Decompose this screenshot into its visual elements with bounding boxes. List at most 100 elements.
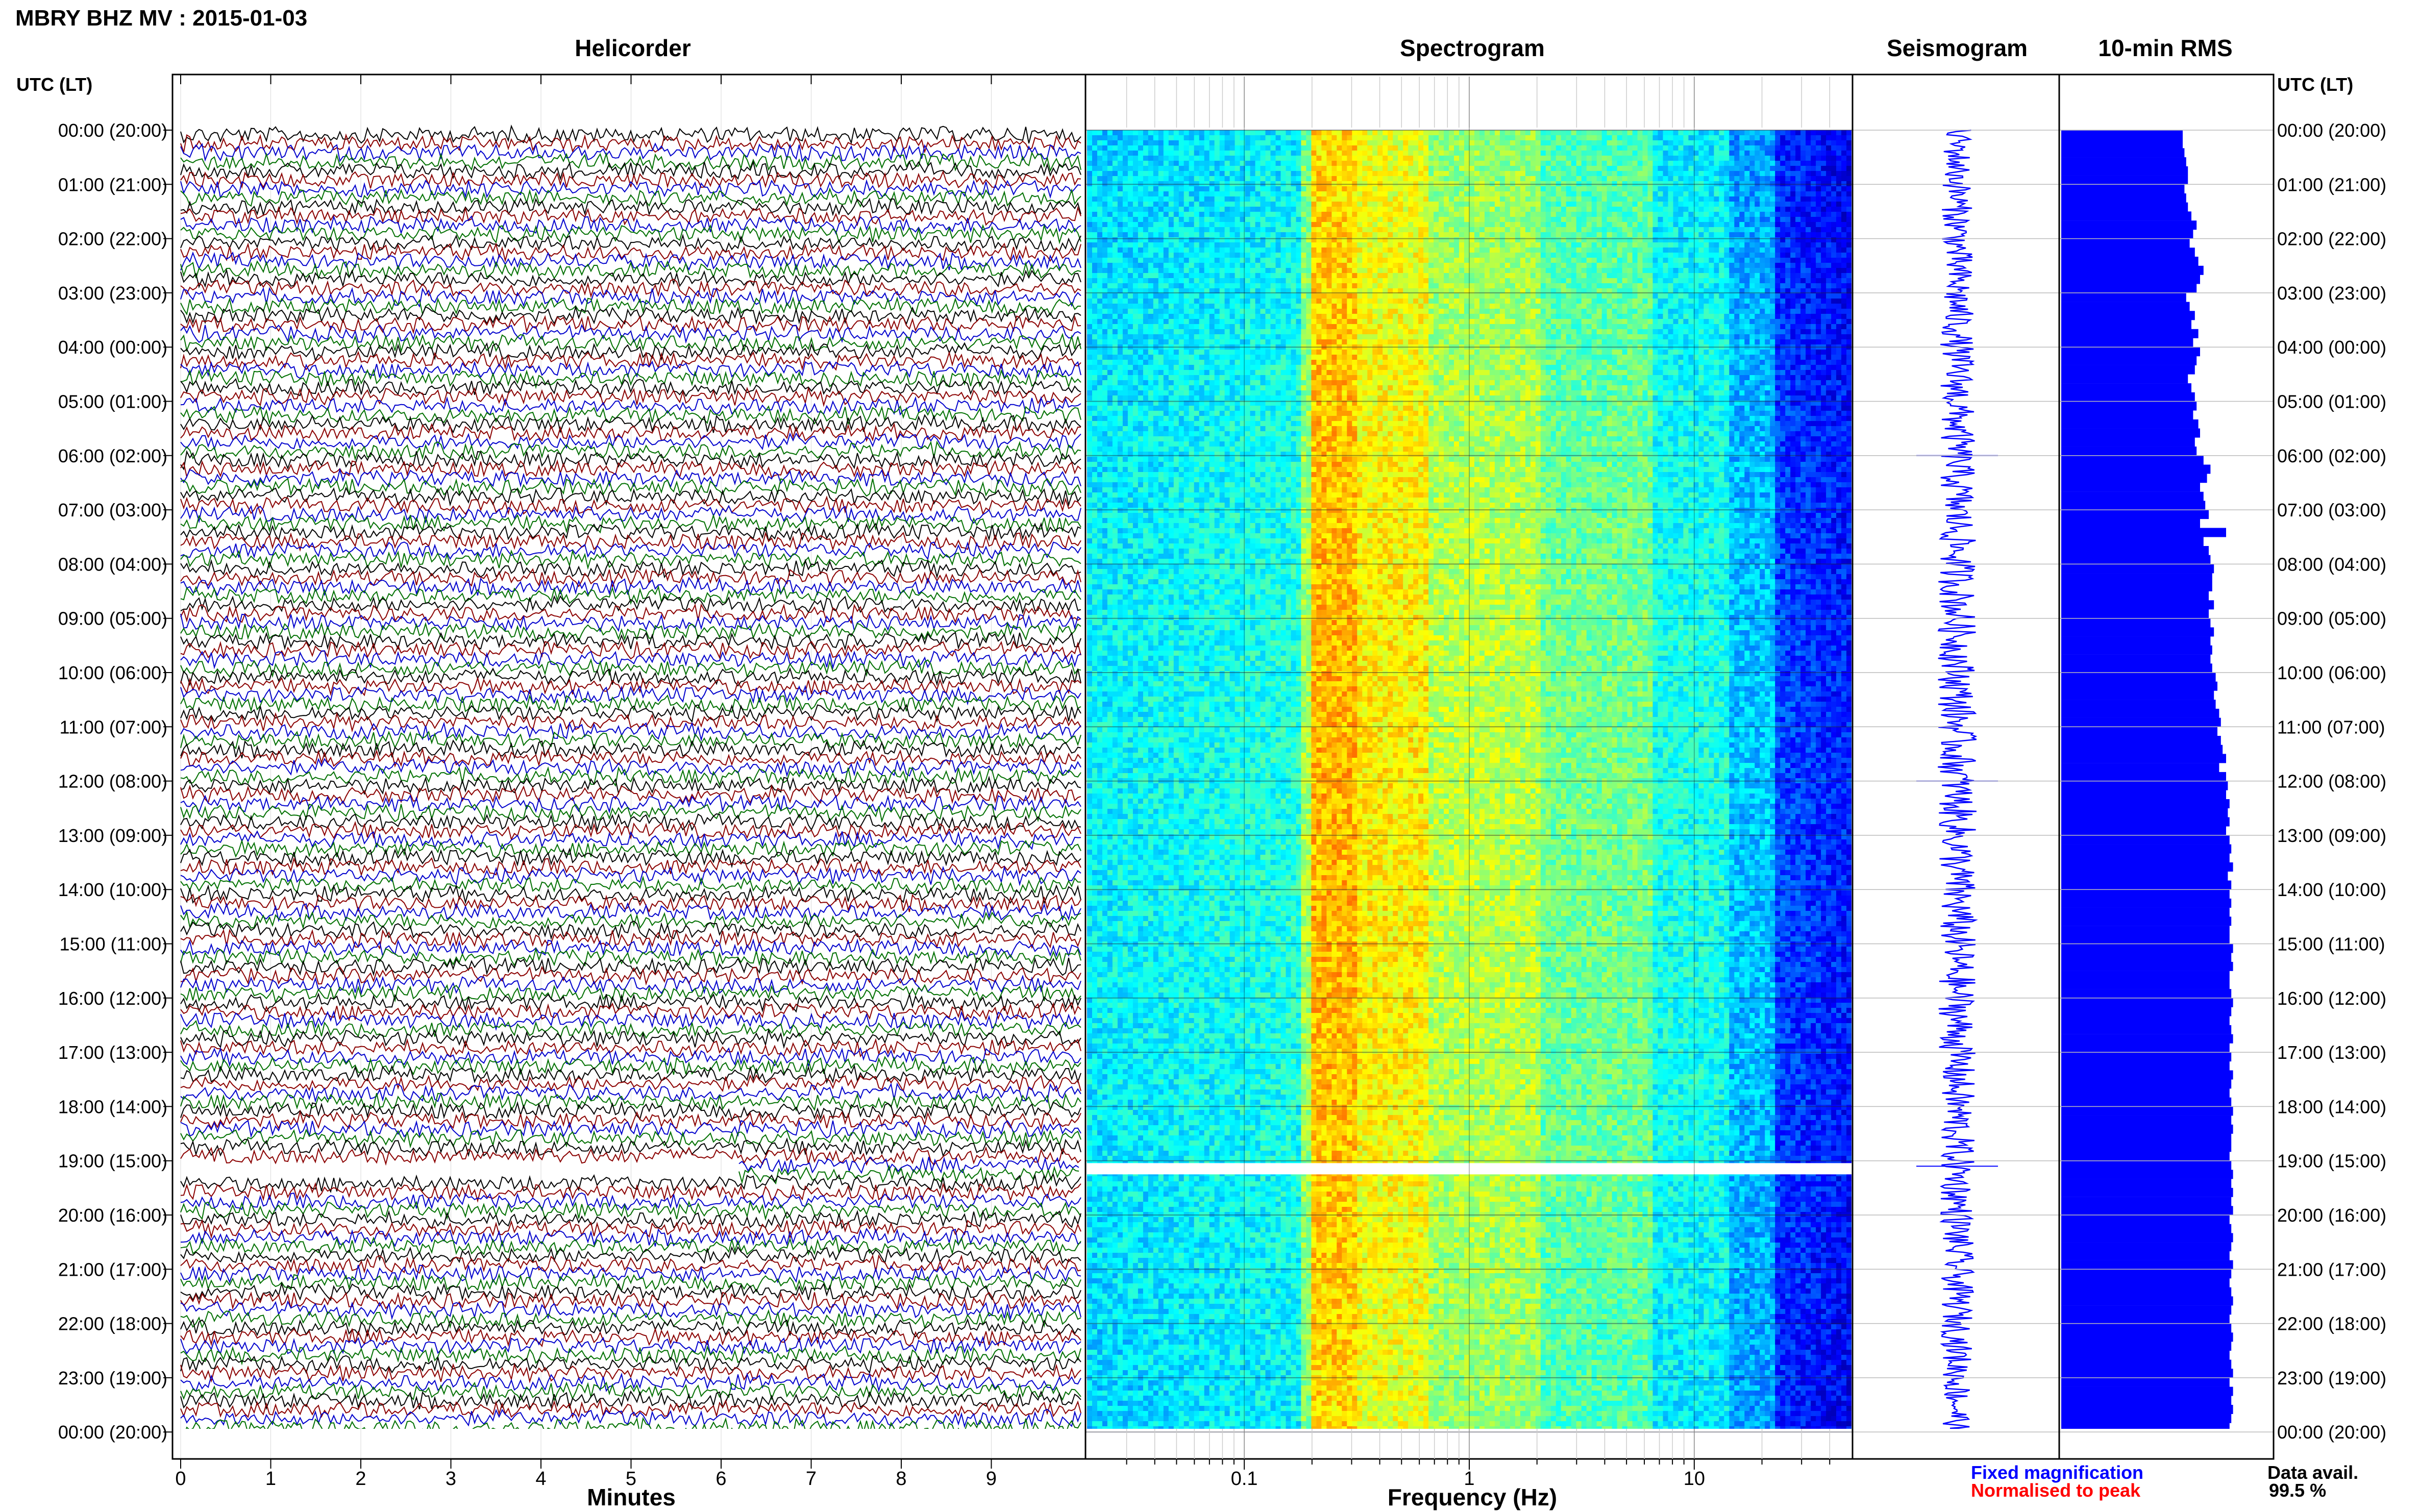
- spectrogram-cell: [1281, 145, 1287, 151]
- spectrogram-cell: [1617, 161, 1623, 166]
- spectrogram-cell: [1113, 161, 1118, 166]
- spectrogram-cell: [1546, 145, 1551, 151]
- spectrogram-cell: [1444, 130, 1449, 136]
- spectrogram-cell: [1388, 217, 1393, 222]
- spectrogram-cell: [1459, 166, 1465, 171]
- spectrogram-cell: [1107, 222, 1113, 228]
- spectrogram-cell: [1316, 161, 1322, 166]
- spectrogram-cell: [1622, 166, 1628, 171]
- spectrogram-cell: [1734, 202, 1740, 207]
- spectrogram-cell: [1739, 135, 1745, 141]
- spectrogram-cell: [1164, 135, 1169, 141]
- spectrogram-cell: [1097, 217, 1103, 222]
- spectrogram-cell: [1439, 145, 1444, 151]
- spectrogram-cell: [1271, 181, 1276, 187]
- spectrogram-cell: [1179, 130, 1184, 136]
- spectrogram-cell: [1423, 140, 1429, 146]
- spectrogram-cell: [1785, 191, 1791, 197]
- spectrogram-cell: [1210, 186, 1215, 192]
- spectrogram-cell: [1189, 166, 1195, 171]
- spectrogram-cell: [1505, 202, 1511, 207]
- spectrogram-cell: [1372, 181, 1378, 187]
- spectrogram-cell: [1612, 191, 1618, 197]
- spectrogram-cell: [1342, 145, 1347, 151]
- spectrogram-cell: [1398, 166, 1403, 171]
- spectrogram-cell: [1648, 207, 1653, 212]
- spectrogram-cell: [1546, 135, 1551, 141]
- spectrogram-cell: [1673, 140, 1679, 146]
- spectrogram-cell: [1800, 130, 1806, 136]
- spectrogram-cell: [1418, 156, 1424, 161]
- spectrogram-cell: [1301, 130, 1306, 136]
- spectrogram-cell: [1357, 166, 1363, 171]
- panel-title-seismogram: Seismogram: [1887, 35, 2028, 61]
- spectrogram-cell: [1479, 196, 1485, 202]
- spectrogram-cell: [1367, 196, 1373, 202]
- spectrogram-cell: [1744, 176, 1750, 182]
- spectrogram-cell: [1479, 186, 1485, 192]
- spectrogram-cell: [1102, 161, 1108, 166]
- spectrogram-cell: [1301, 161, 1306, 166]
- spectrogram-cell: [1321, 212, 1327, 217]
- spectrogram-cell: [1836, 176, 1842, 182]
- spectrogram-cell: [1255, 207, 1261, 212]
- spectrogram-cell: [1357, 207, 1363, 212]
- spectrogram-cell: [1592, 207, 1597, 212]
- spectrogram-cell: [1643, 161, 1648, 166]
- spectrogram-cell: [1582, 217, 1587, 222]
- spectrogram-cell: [1316, 140, 1322, 146]
- spectrogram-cell: [1286, 156, 1292, 161]
- helicorder-trace-row: [739, 1157, 1079, 1173]
- spectrogram-cell: [1357, 145, 1363, 151]
- spectrogram-cell: [1158, 191, 1164, 197]
- spectrogram-cell: [1653, 151, 1659, 156]
- spectrogram-cell: [1653, 186, 1659, 192]
- spectrogram-cell: [1785, 176, 1791, 182]
- spectrogram-cell: [1133, 202, 1139, 207]
- spectrogram-cell: [1648, 196, 1653, 202]
- spectrogram-cell: [1607, 145, 1613, 151]
- spectrogram-cell: [1826, 176, 1832, 182]
- spectrogram-cell: [1638, 171, 1643, 177]
- spectrogram-cell: [1602, 202, 1608, 207]
- spectrogram-cell: [1821, 151, 1826, 156]
- spectrogram-cell: [1276, 217, 1281, 222]
- spectrogram-cell: [1841, 130, 1847, 136]
- spectrogram-cell: [1612, 135, 1618, 141]
- spectrogram-cell: [1148, 145, 1154, 151]
- spectrogram-cell: [1714, 151, 1719, 156]
- spectrogram-cell: [1439, 176, 1444, 182]
- spectrogram-cell: [1510, 166, 1516, 171]
- spectrogram-cell: [1607, 217, 1613, 222]
- spectrogram-cell: [1536, 135, 1541, 141]
- spectrogram-cell: [1434, 196, 1439, 202]
- spectrogram-cell: [1515, 130, 1521, 136]
- spectrogram-cell: [1245, 130, 1251, 136]
- spectrogram-cell: [1113, 135, 1118, 141]
- spectrogram-cell: [1760, 135, 1765, 141]
- spectrogram-cell: [1331, 207, 1337, 212]
- spectrogram-cell: [1775, 176, 1781, 182]
- spectrogram-cell: [1531, 135, 1536, 141]
- spectrogram-cell: [1841, 186, 1847, 192]
- spectrogram-cell: [1490, 161, 1495, 166]
- spectrogram-cell: [1128, 161, 1133, 166]
- spectrogram-cell: [1576, 166, 1582, 171]
- spectrogram-cell: [1582, 196, 1587, 202]
- spectrogram-cell: [1138, 212, 1144, 217]
- spectrogram-cell: [1515, 171, 1521, 177]
- spectrogram-cell: [1372, 196, 1378, 202]
- spectrogram-cell: [1286, 140, 1292, 146]
- spectrogram-cell: [1612, 176, 1618, 182]
- spectrogram-cell: [1551, 166, 1557, 171]
- spectrogram-cell: [1266, 212, 1271, 217]
- spectrogram-cell: [1133, 135, 1139, 141]
- spectrogram-cell: [1648, 181, 1653, 187]
- spectrogram-cell: [1184, 176, 1190, 182]
- spectrogram-cell: [1821, 207, 1826, 212]
- spectrogram-cell: [1622, 202, 1628, 207]
- spectrogram-cell: [1220, 186, 1225, 192]
- spectrogram-cell: [1515, 156, 1521, 161]
- spectrogram-cell: [1087, 161, 1093, 166]
- spectrogram-cell: [1444, 166, 1449, 171]
